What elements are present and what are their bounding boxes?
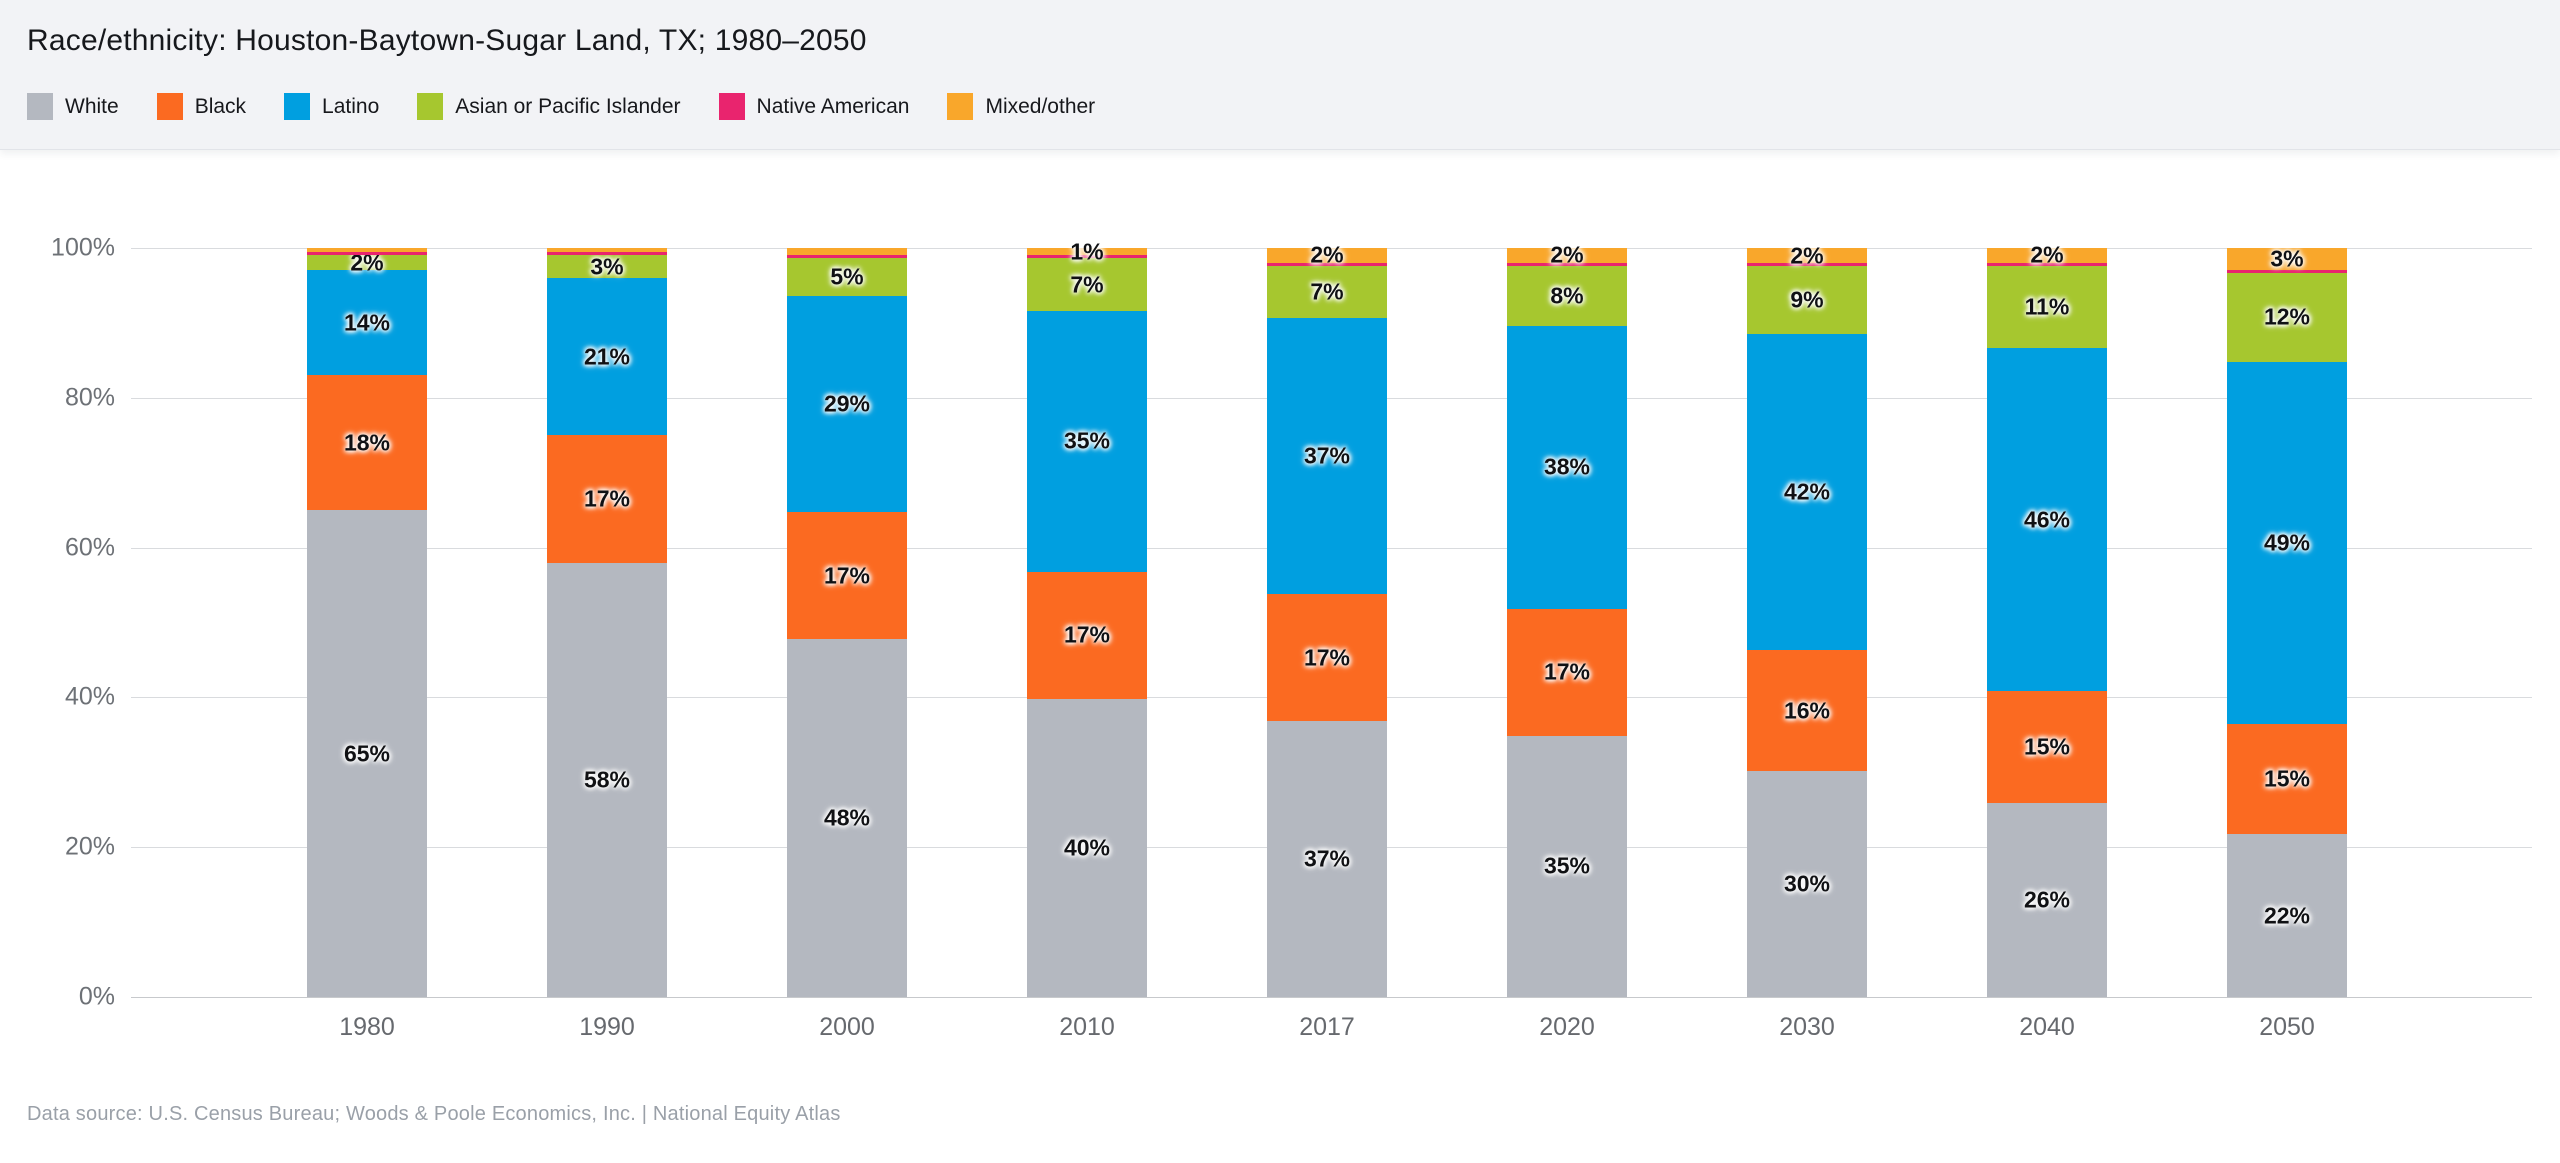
- data-source-note: Data source: U.S. Census Bureau; Woods &…: [27, 1103, 841, 1125]
- gridline-0: [131, 997, 2532, 998]
- legend-label-black: Black: [194, 94, 247, 118]
- bar-segment-2020-mixed-other[interactable]: [1507, 248, 1627, 263]
- x-axis-tick-2050: 2050: [2259, 1013, 2315, 1041]
- legend-item-black[interactable]: Black: [156, 93, 247, 120]
- bar-segment-2017-mixed-other[interactable]: [1267, 248, 1387, 263]
- x-axis-tick-2020: 2020: [1539, 1013, 1595, 1041]
- legend-swatch-asian-or-pacific-islander: [417, 93, 444, 120]
- legend-item-asian-or-pacific-islander[interactable]: Asian or Pacific Islander: [417, 93, 681, 120]
- bar-segment-1980-mixed-other[interactable]: [307, 248, 427, 253]
- bar-segment-2050-asian-or-pacific-islander[interactable]: [2227, 273, 2347, 362]
- bar-segment-2050-mixed-other[interactable]: [2227, 248, 2347, 271]
- y-axis-tick-60: 60%: [64, 533, 115, 562]
- x-axis-tick-2010: 2010: [1059, 1013, 1115, 1041]
- bar-segment-2017-black[interactable]: [1267, 594, 1387, 721]
- bar-segment-1990-asian-or-pacific-islander[interactable]: [547, 255, 667, 278]
- bar-segment-2040-native-american[interactable]: [1987, 262, 2107, 266]
- bar-segment-2010-white[interactable]: [1027, 698, 1147, 997]
- bar-segment-1980-latino[interactable]: [307, 270, 427, 376]
- bar-segment-2040-latino[interactable]: [1987, 347, 2107, 692]
- bar-segment-2030-mixed-other[interactable]: [1747, 248, 1867, 264]
- x-axis-tick-2040: 2040: [2019, 1013, 2075, 1041]
- chart-header: Race/ethnicity: Houston-Baytown-Sugar La…: [0, 0, 2560, 150]
- legend-item-latino[interactable]: Latino: [284, 93, 379, 120]
- bar-segment-2040-asian-or-pacific-islander[interactable]: [1987, 265, 2107, 348]
- bar-segment-2000-asian-or-pacific-islander[interactable]: [787, 258, 907, 296]
- bar-segment-1990-white[interactable]: [547, 562, 667, 997]
- bar-segment-1990-black[interactable]: [547, 435, 667, 563]
- bar-segment-2000-mixed-other[interactable]: [787, 248, 907, 256]
- bar-segment-1980-asian-or-pacific-islander[interactable]: [307, 255, 427, 271]
- legend-swatch-latino: [284, 93, 311, 120]
- bar-segment-2010-black[interactable]: [1027, 571, 1147, 699]
- bar-segment-2050-black[interactable]: [2227, 723, 2347, 835]
- y-axis-tick-20: 20%: [64, 832, 115, 861]
- legend-item-white[interactable]: White: [27, 93, 119, 120]
- bar-segment-2030-latino[interactable]: [1747, 333, 1867, 651]
- y-axis-tick-40: 40%: [64, 682, 115, 711]
- x-axis-tick-1990: 1990: [579, 1013, 635, 1041]
- bar-segment-2017-native-american[interactable]: [1267, 262, 1387, 266]
- bar-segment-1980-native-american[interactable]: [307, 252, 427, 256]
- stacked-bar-plot: 0% 20% 40% 60% 80% 100% 65% 18% 14% 2% 1980 58% 17% 2…: [0, 150, 2560, 1050]
- bar-segment-1990-native-american[interactable]: [547, 252, 667, 256]
- bar-segment-2010-latino[interactable]: [1027, 310, 1147, 572]
- bar-segment-2000-latino[interactable]: [787, 295, 907, 513]
- bar-segment-2017-asian-or-pacific-islander[interactable]: [1267, 265, 1387, 319]
- bar-segment-2000-white[interactable]: [787, 638, 907, 997]
- y-axis-tick-80: 80%: [64, 383, 115, 412]
- bar-segment-2010-mixed-other[interactable]: [1027, 248, 1147, 256]
- x-axis-tick-2017: 2017: [1299, 1013, 1355, 1041]
- legend-swatch-native-american: [718, 93, 745, 120]
- bar-segment-2030-asian-or-pacific-islander[interactable]: [1747, 266, 1867, 334]
- bar-segment-2020-asian-or-pacific-islander[interactable]: [1507, 265, 1627, 326]
- bar-segment-2020-latino[interactable]: [1507, 325, 1627, 610]
- bar-segment-2040-white[interactable]: [1987, 803, 2107, 997]
- bar-segment-2040-black[interactable]: [1987, 691, 2107, 804]
- bar-segment-2050-latino[interactable]: [2227, 361, 2347, 724]
- bar-segment-1990-latino[interactable]: [547, 277, 667, 436]
- legend-label-native-american: Native American: [756, 94, 910, 118]
- legend-label-latino: Latino: [322, 94, 380, 118]
- legend-item-mixed-other[interactable]: Mixed/other: [947, 93, 1095, 120]
- bar-segment-2030-native-american[interactable]: [1747, 263, 1867, 267]
- legend-item-native-american[interactable]: Native American: [718, 93, 910, 120]
- bar-segment-2020-native-american[interactable]: [1507, 262, 1627, 266]
- bar-segment-2000-black[interactable]: [787, 512, 907, 639]
- y-axis-tick-0: 0%: [78, 982, 115, 1011]
- legend-label-white: White: [65, 94, 119, 118]
- bar-segment-2010-native-american[interactable]: [1027, 255, 1147, 259]
- legend-swatch-black: [156, 93, 183, 120]
- bar-segment-2010-asian-or-pacific-islander[interactable]: [1027, 258, 1147, 311]
- bar-segment-2040-mixed-other[interactable]: [1987, 248, 2107, 263]
- legend-swatch-mixed-other: [947, 93, 974, 120]
- bar-segment-2030-black[interactable]: [1747, 650, 1867, 771]
- x-axis-tick-1980: 1980: [339, 1013, 395, 1041]
- bar-segment-1980-black[interactable]: [307, 375, 427, 511]
- bar-segment-2030-white[interactable]: [1747, 770, 1867, 997]
- chart-title: Race/ethnicity: Houston-Baytown-Sugar La…: [27, 24, 867, 57]
- bar-segment-2050-native-american[interactable]: [2227, 270, 2347, 274]
- x-axis-tick-2000: 2000: [819, 1013, 875, 1041]
- bar-segment-2017-latino[interactable]: [1267, 318, 1387, 595]
- y-axis-tick-100: 100%: [51, 233, 115, 262]
- bar-segment-2000-native-american[interactable]: [787, 255, 907, 259]
- x-axis-tick-2030: 2030: [1779, 1013, 1835, 1041]
- bar-segment-2050-white[interactable]: [2227, 834, 2347, 997]
- legend-label-asian-or-pacific-islander: Asian or Pacific Islander: [455, 94, 681, 118]
- legend-label-mixed-other: Mixed/other: [985, 94, 1096, 118]
- bar-segment-1990-mixed-other[interactable]: [547, 248, 667, 253]
- bar-segment-1980-white[interactable]: [307, 510, 427, 997]
- bar-segment-2017-white[interactable]: [1267, 720, 1387, 997]
- legend-swatch-white: [27, 93, 53, 120]
- bar-segment-2020-black[interactable]: [1507, 609, 1627, 736]
- chart-legend: White Black Latino Asian or Pacific Islande…: [27, 93, 1095, 120]
- bar-segment-2020-white[interactable]: [1507, 735, 1627, 997]
